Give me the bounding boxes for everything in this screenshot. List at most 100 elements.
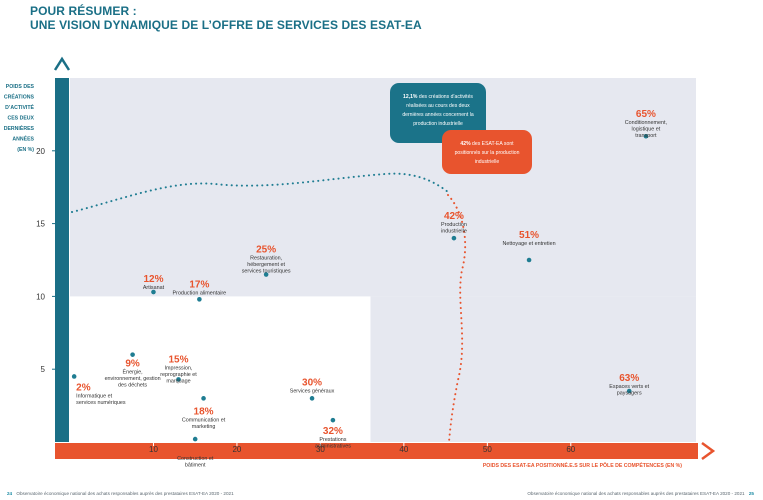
data-point-label-line: marketing [192, 424, 216, 430]
data-point [197, 297, 202, 302]
data-point-label: Construction et bâtiment [177, 456, 214, 469]
x-tick-label: 10 [149, 445, 158, 454]
data-point-value: 2% [76, 382, 91, 393]
data-point-value: 9% [125, 359, 140, 370]
data-point [201, 396, 206, 401]
data-point-label: Communication et marketing [182, 417, 226, 430]
data-point-label: Conditionnement, logistique et transport [625, 120, 668, 139]
note-teal-line: 12,1% des créations d’activités [403, 94, 473, 100]
note-teal-line: dernières années concernent la [402, 112, 474, 118]
data-point [151, 289, 156, 295]
data-point-label-line: industrielle [441, 229, 467, 235]
data-point-label-line: administratives [315, 444, 351, 450]
data-point [263, 272, 269, 277]
footer-right: Observatoire économique national des ach… [527, 491, 757, 496]
data-point-label-line: bâtiment [185, 463, 206, 469]
data-point-label: Artisanat [143, 285, 165, 291]
data-point-label-line: Impression, [165, 365, 193, 371]
data-point-value: 15% [168, 354, 188, 365]
page-number-right: 25 [748, 491, 754, 496]
data-point-value: 63% [619, 373, 639, 384]
data-point-label-line: marquage [166, 378, 190, 384]
note-orange: 42% des ESAT-EA sont positionnés sur la p… [442, 130, 532, 174]
y-axis-label-line: DERNIÈRES [4, 124, 35, 132]
y-axis-label-line: CRÉATIONS [4, 93, 35, 101]
data-point-value: 25% [256, 245, 276, 256]
data-point-value: 32% [323, 426, 343, 437]
data-point-label-line: reprographie et [160, 372, 197, 378]
note-teal-line: production industrielle [413, 121, 463, 127]
data-point-label: Production alimentaire [173, 290, 227, 296]
data-point-label-line: hébergement et [247, 262, 285, 268]
x-axis-arrow-icon [701, 441, 716, 461]
y-axis-arrow-icon [53, 56, 71, 71]
x-tick-label: 40 [399, 445, 408, 454]
y-axis-label: POIDS DES CRÉATIONS D’ACTIVITÉ CES DEUX DERN… [4, 84, 35, 153]
data-point-label-line: environnement, gestion [105, 376, 161, 382]
data-point-value: 65% [636, 109, 656, 120]
data-point [192, 436, 198, 442]
data-point-label-line: Construction et [177, 456, 214, 462]
data-point [643, 133, 649, 139]
y-axis-label-line: ANNÉES [12, 135, 34, 143]
y-axis-label-line: POIDS DES [6, 84, 35, 90]
data-point-label: Services généraux [290, 388, 335, 394]
data-point-label-line: services numériques [76, 400, 126, 406]
note-teal-rest: des créations d’activités [417, 94, 473, 100]
data-point-label-line: Conditionnement, [625, 120, 668, 126]
note-teal-text: 12,1% des créations d’activités réalisées… [402, 94, 474, 127]
data-point-label-line: Production [441, 222, 467, 228]
data-point-label-line: services touristiques [242, 269, 291, 275]
y-tick-label: 10 [36, 292, 45, 301]
data-point-label-line: Artisanat [143, 285, 165, 291]
data-point-label-line: Nettoyage et entretien [503, 241, 556, 247]
data-point-label: Restauration, hébergement et services tour… [242, 256, 291, 275]
data-point-label: Production industrielle [441, 222, 467, 235]
data-point [626, 388, 632, 394]
quadrant-upper [70, 78, 696, 297]
data-point-value: 17% [189, 279, 209, 290]
note-orange-line: 42% des ESAT-EA sont [460, 141, 514, 147]
page-number-left: 24 [7, 491, 13, 496]
data-point-value: 16% [185, 445, 205, 456]
data-point-label-line: Prestations [319, 437, 346, 443]
note-teal: 12,1% des créations d’activités réalisées… [390, 83, 486, 143]
page-title-line2: UNE VISION DYNAMIQUE DE L’OFFRE DE SERVI… [30, 18, 422, 32]
note-orange-box [442, 130, 532, 174]
note-teal-line: réalisées au cours des deux [406, 103, 470, 109]
data-point-label-line: Restauration, [250, 256, 283, 262]
data-point-label-line: paysagers [617, 391, 642, 397]
page-title-line1: POUR RÉSUMER : [30, 4, 137, 18]
note-teal-bold: 12,1% [403, 94, 418, 100]
data-point-value: 30% [302, 377, 322, 388]
data-point-label: Énergie, environnement, gestion des déchet… [105, 369, 161, 389]
data-point-label-line: Énergie, [123, 369, 144, 376]
footer-text-right: Observatoire économique national des ach… [527, 491, 745, 496]
y-axis-bar [55, 78, 69, 442]
data-point-label: Prestations administratives [315, 437, 351, 450]
note-orange-line: industrielle [475, 159, 500, 165]
data-point [309, 396, 315, 401]
y-axis-label-line: D’ACTIVITÉ [5, 103, 34, 111]
footer-left: 24 Observatoire économique national des … [4, 491, 234, 496]
y-tick-label: 5 [41, 365, 46, 374]
x-axis-bar [55, 443, 698, 459]
data-point [526, 257, 532, 263]
note-orange-rest: des ESAT-EA sont [471, 141, 515, 147]
data-point [451, 235, 457, 241]
y-axis-label-line: CES DEUX [7, 116, 34, 122]
note-teal-box [390, 83, 486, 143]
data-point-value: 42% [444, 211, 464, 222]
x-axis-label: POIDS DES ESAT-EA POSITIONNÉ.E.S SUR LE … [483, 461, 682, 469]
data-point-label-line: logistique et [632, 127, 661, 133]
data-point-label-line: Espaces verts et [609, 384, 649, 390]
data-point [330, 417, 336, 423]
y-axis-label-line: (EN %) [17, 147, 34, 153]
data-point-label: Nettoyage et entretien [503, 241, 556, 247]
data-point [176, 377, 181, 382]
x-tick-label: 20 [232, 445, 241, 454]
x-tick-label: 60 [566, 445, 575, 454]
x-tick-label: 50 [483, 445, 492, 454]
data-point [71, 374, 77, 379]
